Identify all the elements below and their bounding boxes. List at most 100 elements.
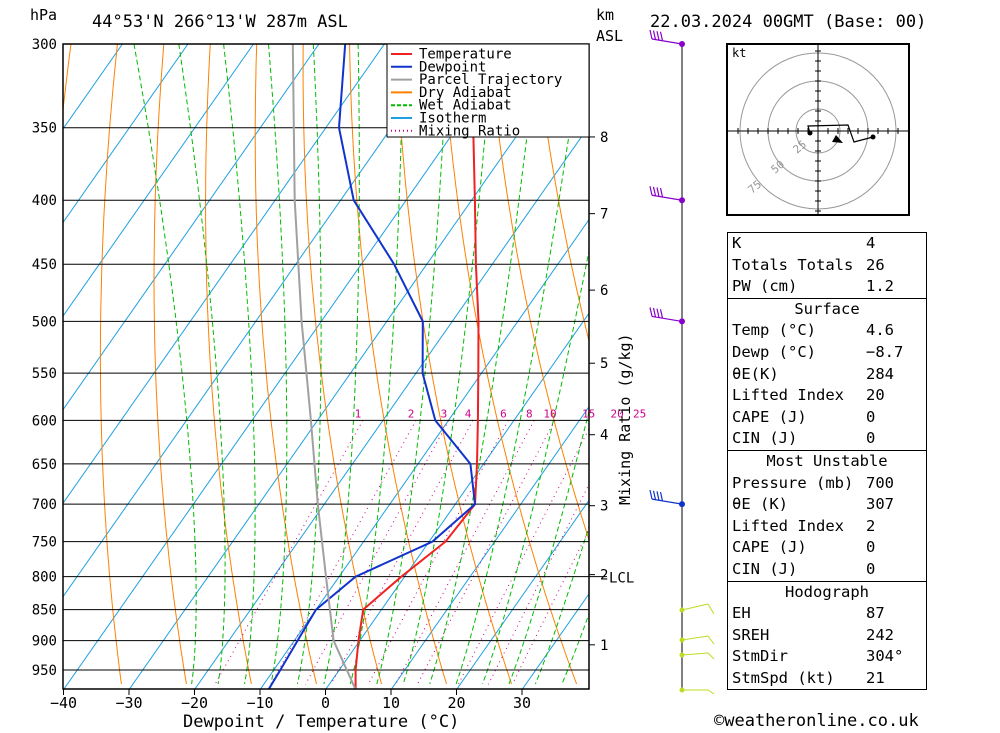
wet-adiabat-line (349, 44, 404, 685)
pressure-tick-label: 550 (32, 366, 57, 382)
wind-barb-flag (659, 491, 664, 502)
wind-barb-flag (652, 307, 657, 318)
dry-adiabat-line (395, 44, 512, 685)
indices-panel: K 4 Totals Totals 26 PW (cm) 1.2 Surface Temp… (727, 232, 927, 691)
mixing-ratio-label: 2 (408, 407, 415, 420)
wind-barb-flag (649, 186, 653, 196)
temperature-tick-label: 30 (513, 694, 531, 712)
temperature-tick-label: 0 (321, 694, 330, 712)
index-name: Pressure (mb) (732, 473, 854, 492)
dry-adiabat-line (953, 44, 1000, 684)
hodograph-title: Hodograph (785, 582, 869, 601)
index-name: θE(K) (732, 364, 779, 383)
pressure-tick-label: 650 (32, 457, 57, 473)
low-wind-barb-flag (707, 652, 715, 660)
wind-barb-flag (649, 307, 653, 317)
hodograph-trace (807, 124, 874, 143)
low-wind-barb (681, 635, 709, 641)
mixing-ratio-label: 6 (500, 407, 507, 420)
wind-barb-flag (652, 186, 657, 196)
index-row: Lifted Index 20 (728, 385, 926, 407)
wet-adiabat-line (455, 44, 583, 685)
index-value: −8.7 (866, 342, 904, 361)
dry-adiabat-line (534, 44, 589, 343)
mixing-ratio-line (395, 420, 535, 685)
mixing-ratio-line (214, 420, 364, 685)
temperature-tick-label: −30 (115, 694, 142, 712)
index-name: K (732, 234, 742, 252)
low-wind-barb (681, 603, 709, 611)
index-row: Dewp (°C) −8.7 (728, 342, 926, 364)
legend-box (386, 43, 590, 138)
pressure-tick-label: 750 (32, 535, 57, 551)
index-value: 284 (866, 364, 894, 383)
index-name: Temp (°C) (732, 321, 816, 340)
wind-barb-dot (679, 197, 685, 204)
hodograph-params-box: Hodograph EH 87 SREH 242 StmDir 304° StmSpd (k… (727, 580, 927, 691)
index-name: θE (K) (732, 495, 788, 514)
index-row: CAPE (J) 0 (728, 537, 926, 559)
wind-barb-flag (656, 491, 660, 501)
wind-barb-flag (649, 29, 653, 40)
wind-barb-staff (651, 315, 683, 323)
km-tick-label: 8 (600, 130, 608, 146)
asl-label: ASL (596, 27, 624, 45)
index-name: StmSpd (kt) (732, 668, 835, 687)
plot-frame (62, 43, 590, 690)
most-unstable-box: Most Unstable Pressure (mb) 700 θE (K) 307 L… (727, 449, 927, 582)
wet-adiabat-line (268, 44, 288, 685)
pressure-tick-label: 500 (32, 314, 57, 330)
isotherm-line (63, 44, 189, 224)
dry-adiabat-line (63, 44, 72, 116)
pressure-tick-label: 800 (32, 570, 57, 586)
pressure-tick-label: 300 (32, 37, 57, 53)
hodograph-start-dot (807, 130, 813, 136)
index-value: 0 (866, 538, 876, 557)
wind-barb-flag (659, 187, 664, 198)
hodograph-unit: kt (732, 46, 746, 60)
hodograph-end-dot (870, 134, 876, 140)
legend-entry: Mixing Ratio (419, 123, 520, 139)
wind-barb-flag (659, 31, 664, 41)
km-tick-label: 5 (600, 356, 608, 372)
wind-barb-flag (656, 308, 660, 318)
index-row: θE(K) 284 (728, 364, 926, 386)
wet-adiabat-line (534, 524, 589, 685)
index-row: CAPE (J) 0 (728, 407, 926, 429)
mixing-ratio-label: 8 (526, 407, 533, 420)
index-name: StmDir (732, 647, 788, 666)
index-name: PW (cm) (732, 277, 798, 296)
datetime-label: 22.03.2024 00GMT (Base: 00) (650, 12, 927, 32)
wind-barb-dot (679, 501, 685, 508)
index-row: EH 87 (728, 603, 926, 625)
legend-entry: Dry Adiabat (419, 85, 512, 101)
isotherm-line (63, 44, 516, 689)
index-row: StmSpd (kt) 21 (728, 668, 926, 690)
dry-adiabat-line (254, 44, 317, 685)
mixing-ratio-line (270, 420, 417, 685)
isotherm-line (194, 125, 589, 689)
dewpoint-profile (267, 44, 477, 689)
pressure-unit-label: hPa (30, 6, 58, 24)
wet-adiabat-line (223, 44, 256, 685)
index-row: Totals Totals 26 (728, 255, 926, 277)
dry-adiabat-line (205, 44, 252, 685)
index-value: 87 (866, 604, 885, 623)
temperature-tick-label: −20 (181, 694, 208, 712)
isotherm-line (129, 44, 582, 689)
temperature-profile (354, 44, 480, 689)
km-label: km (596, 6, 615, 24)
index-value: 242 (866, 625, 894, 644)
isotherm-line (325, 312, 589, 689)
wind-barb-dot (679, 318, 685, 325)
isotherm-line (63, 44, 385, 505)
index-value: 4.6 (866, 321, 894, 340)
wet-adiabat-line (323, 44, 360, 685)
wind-barb-dot (679, 41, 685, 47)
pressure-tick-label: 600 (32, 413, 57, 429)
wet-adiabat-line (133, 44, 197, 685)
index-name: Lifted Index (732, 516, 844, 535)
index-name: Lifted Index (732, 386, 844, 405)
mixing-ratio-line (457, 427, 589, 685)
